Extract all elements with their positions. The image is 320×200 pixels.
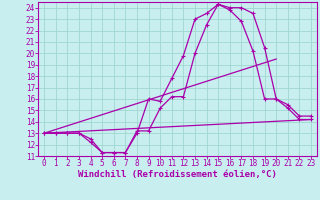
X-axis label: Windchill (Refroidissement éolien,°C): Windchill (Refroidissement éolien,°C) <box>78 170 277 179</box>
